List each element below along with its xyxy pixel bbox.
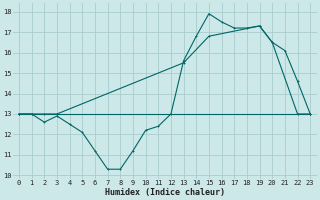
X-axis label: Humidex (Indice chaleur): Humidex (Indice chaleur) [105,188,225,197]
